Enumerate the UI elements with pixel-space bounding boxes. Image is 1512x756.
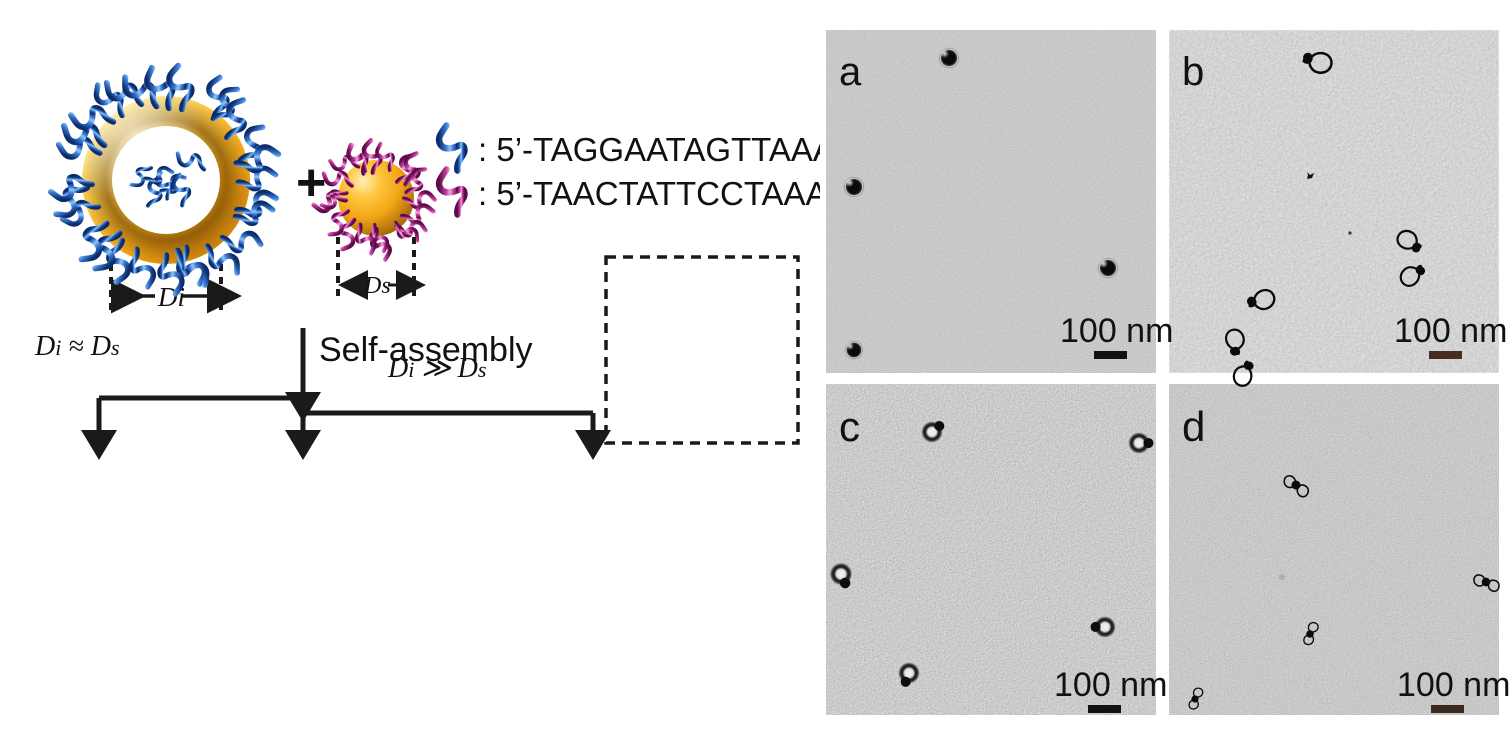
- svg-text:a: a: [839, 50, 862, 94]
- svg-text:Ds: Ds: [363, 273, 391, 299]
- svg-text:c: c: [839, 403, 860, 450]
- svg-text:Di ≫ Ds: Di ≫ Ds: [387, 353, 486, 384]
- svg-text:: 5’-TAACTATTCCTAAAA-SH-3’: : 5’-TAACTATTCCTAAAA-SH-3’: [478, 175, 820, 212]
- svg-text:: 5’-TAGGAATAGTTAAAA-SH-3’: : 5’-TAGGAATAGTTAAAA-SH-3’: [478, 131, 820, 168]
- svg-text:100 nm: 100 nm: [1060, 312, 1173, 350]
- svg-text:100 nm: 100 nm: [1397, 666, 1510, 704]
- svg-text:100 nm: 100 nm: [1394, 312, 1507, 350]
- svg-text:b: b: [1182, 50, 1204, 94]
- svg-text:100 nm: 100 nm: [1054, 666, 1167, 704]
- svg-text:d: d: [1182, 403, 1205, 450]
- svg-text:Di ≈ Ds: Di ≈ Ds: [34, 331, 120, 362]
